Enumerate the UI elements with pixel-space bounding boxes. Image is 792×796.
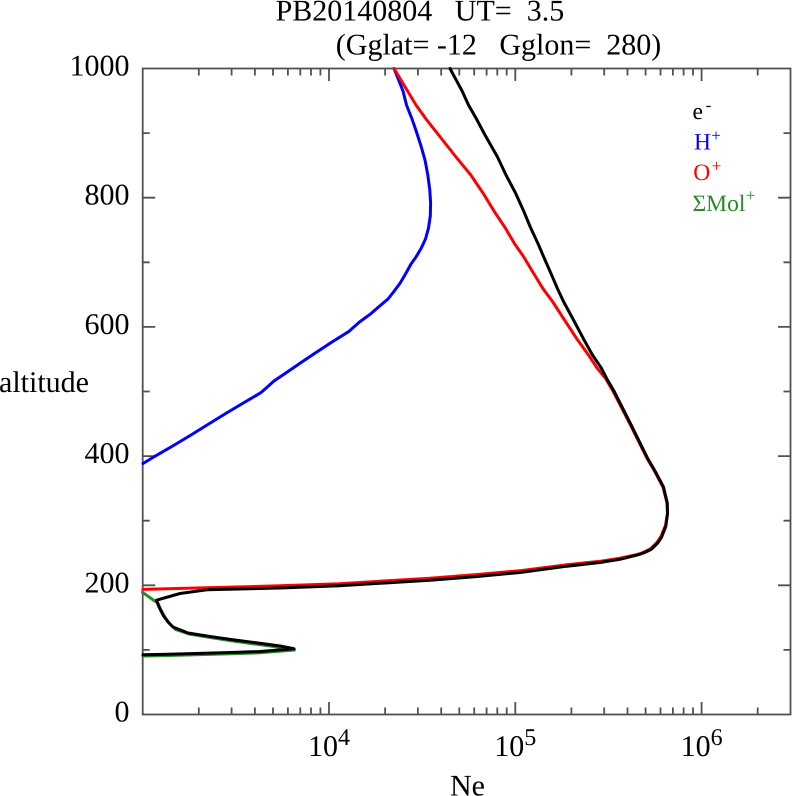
svg-text:1000: 1000 (70, 50, 130, 83)
svg-text:10: 10 (494, 730, 524, 763)
svg-text:Ne: Ne (450, 770, 485, 796)
svg-text:200: 200 (85, 566, 130, 599)
svg-text:-: - (706, 96, 712, 115)
svg-text:(Gglat= -12 Gglon= 280): (Gglat= -12 Gglon= 280) (336, 29, 661, 62)
svg-text:4: 4 (338, 725, 350, 751)
svg-text:+: + (746, 186, 756, 205)
svg-text:+: + (711, 126, 721, 145)
svg-text:+: + (712, 156, 722, 175)
svg-text:0: 0 (115, 696, 130, 729)
svg-text:H: H (694, 130, 711, 156)
svg-text:10: 10 (681, 730, 711, 763)
svg-text:5: 5 (524, 725, 536, 751)
svg-text:PB20140804 UT= 3.5: PB20140804 UT= 3.5 (276, 0, 565, 27)
svg-text:800: 800 (85, 179, 130, 212)
svg-text:600: 600 (85, 308, 130, 341)
svg-text:e: e (693, 99, 703, 125)
svg-text:O: O (693, 160, 710, 186)
svg-text:ΣMol: ΣMol (693, 191, 746, 217)
svg-text:10: 10 (308, 730, 338, 763)
svg-text:altitude: altitude (0, 366, 89, 399)
svg-text:400: 400 (85, 437, 130, 470)
svg-text:6: 6 (711, 725, 723, 751)
